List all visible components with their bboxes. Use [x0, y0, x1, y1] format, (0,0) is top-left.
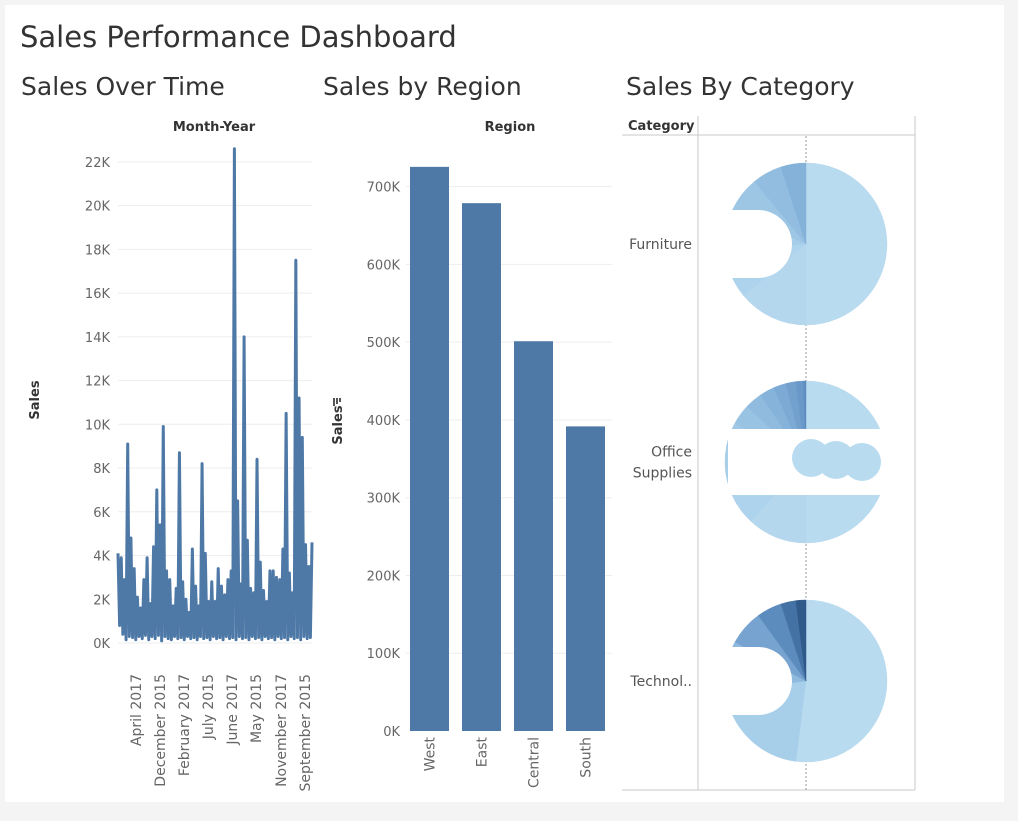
category-row-label: Furniture	[629, 237, 692, 253]
line-x-tick-label: June 2017	[225, 674, 241, 746]
bar-x-tick-label: West	[423, 736, 439, 771]
dashboard-title: Sales Performance Dashboard	[20, 20, 457, 54]
sales-by-category-title: Sales By Category	[626, 72, 855, 101]
sort-icon[interactable]	[333, 398, 341, 406]
line-x-tick-label: February 2017	[177, 674, 193, 776]
bar-y-tick-label: 0K	[383, 725, 400, 740]
bar-y-tick-label: 600K	[367, 258, 401, 273]
pie-slice[interactable]	[795, 599, 807, 682]
sales-line-series[interactable]	[116, 147, 314, 643]
category-row-header: Category	[628, 119, 695, 134]
pie-slice[interactable]	[795, 599, 888, 763]
line-y-tick-label: 4K	[93, 550, 110, 565]
line-y-tick-label: 0K	[93, 637, 110, 652]
pie-slice[interactable]	[780, 162, 807, 245]
bar-header: Region	[485, 120, 536, 135]
line-x-tick-label: November 2017	[274, 674, 290, 787]
pie-furniture[interactable]	[724, 162, 888, 326]
bar-east[interactable]	[462, 203, 501, 732]
bar-south[interactable]	[566, 426, 605, 731]
line-y-axis-title: Sales	[28, 380, 43, 419]
line-x-tick-label: September 2015	[298, 674, 314, 791]
bar-y-tick-label: 300K	[367, 492, 401, 507]
line-y-tick-label: 16K	[85, 287, 111, 302]
category-row-label: Office	[651, 445, 692, 461]
pie-office-supplies[interactable]	[724, 380, 888, 544]
pie-slice[interactable]	[805, 162, 888, 326]
line-y-tick-label: 10K	[85, 418, 111, 433]
line-y-tick-label: 22K	[85, 156, 111, 171]
bar-central[interactable]	[514, 341, 553, 731]
bar-x-tick-label: East	[475, 737, 491, 768]
line-x-tick-label: May 2015	[249, 674, 265, 743]
line-y-tick-label: 6K	[93, 506, 110, 521]
bar-west[interactable]	[410, 166, 449, 731]
pie-technology[interactable]	[724, 599, 888, 763]
sales-by-region-chart[interactable]: Region Sales 0K 100K 200K 300K 400K 500K 600K 7…	[320, 0, 620, 821]
bar-y-axis-title: Sales	[331, 405, 346, 444]
category-row-label: Supplies	[633, 466, 692, 482]
bar-y-tick-label: 700K	[367, 181, 401, 196]
bar-y-tick-label: 500K	[367, 336, 401, 351]
line-y-tick-label: 20K	[85, 200, 111, 215]
category-row-label: Technol..	[629, 674, 692, 690]
pie-slice[interactable]	[743, 243, 807, 326]
line-x-tick-label: April 2017	[129, 674, 145, 746]
line-header: Month-Year	[173, 120, 256, 135]
line-y-tick-label: 14K	[85, 331, 111, 346]
line-y-tick-label: 18K	[85, 243, 111, 258]
line-y-tick-label: 8K	[93, 462, 110, 477]
sales-by-region-title: Sales by Region	[323, 72, 522, 101]
sales-over-time-title: Sales Over Time	[21, 72, 225, 101]
bar-x-tick-label: Central	[527, 737, 543, 788]
sales-over-time-chart[interactable]: Month-Year Sales 0K 2K 4K 6K 8K 10K 12K 14K 16K 1…	[0, 0, 320, 821]
bar-y-tick-label: 100K	[367, 647, 401, 662]
bar-y-tick-label: 200K	[367, 569, 401, 584]
bar-y-tick-label: 400K	[367, 414, 401, 429]
line-x-tick-label: July 2015	[201, 674, 217, 740]
line-x-tick-label: December 2015	[153, 674, 169, 787]
bar-x-tick-label: South	[579, 737, 595, 778]
line-y-tick-label: 2K	[93, 593, 110, 608]
line-y-tick-label: 12K	[85, 375, 111, 390]
